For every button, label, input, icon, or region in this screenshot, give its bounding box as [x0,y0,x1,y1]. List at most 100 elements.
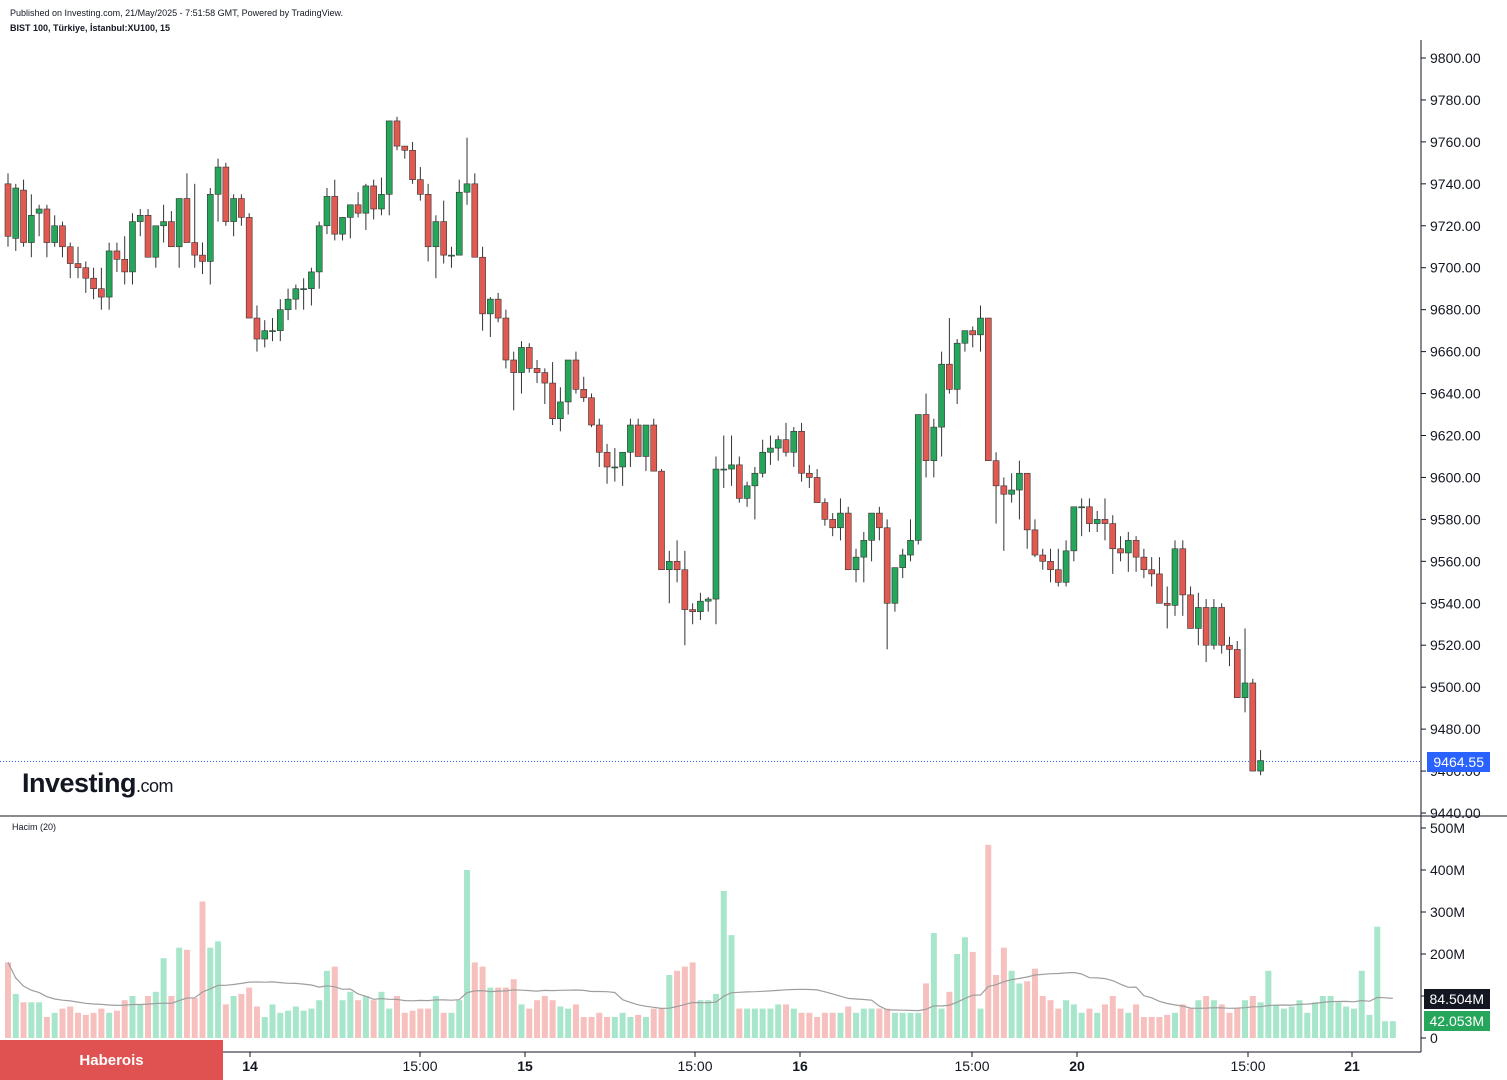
volume-bar [1125,1012,1132,1038]
volume-bar [1382,1021,1389,1038]
candle-body [20,189,27,243]
candle-body [860,540,868,558]
volume-bar [121,1000,128,1038]
time-tick-label: 15:00 [954,1058,989,1074]
volume-bar [199,901,206,1038]
volume-bar [1350,1008,1357,1038]
candle-body [642,424,650,457]
volume-bar [1304,1012,1311,1038]
candle-body [354,204,362,214]
candle-body [580,389,588,399]
candle-body [385,120,393,195]
volume-bar [1358,970,1365,1038]
time-tick-label: 15:00 [402,1058,437,1074]
candle-body [1055,569,1062,583]
volume-bar [51,1012,58,1038]
volume-bar [277,1012,284,1038]
volume-bar [215,941,222,1038]
price-tick-label: 9500.00 [1430,679,1481,695]
volume-bar [1063,1000,1070,1038]
candle-body [914,414,922,541]
volume-bar [627,1017,634,1038]
candle-body [494,298,502,319]
volume-bar [1195,1000,1202,1038]
candle-body [183,198,191,243]
candle-body [440,221,447,256]
volume-bar [993,975,1000,1038]
volume-bar [113,1010,120,1038]
candle-body [1023,472,1031,531]
candle-body [502,317,510,361]
time-tick-label: 14 [242,1058,258,1074]
price-tick-label: 9620.00 [1430,428,1481,444]
candle-body [1163,602,1171,606]
candle-body [276,309,284,331]
volume-bar [308,1008,315,1038]
volume-bar [1101,1004,1108,1038]
candle-body [1156,573,1163,604]
volume-bar [12,993,19,1038]
volume-bar [1024,981,1031,1038]
candle-body [837,512,844,529]
volume-bar [448,1012,455,1038]
volume-bar [82,1014,89,1038]
candle-body [627,424,634,453]
volume-bar [1249,996,1256,1038]
volume-bar [316,1000,323,1038]
candle-body [1039,554,1047,562]
volume-bar [604,1017,611,1038]
candle-body [1000,485,1008,495]
volume-bar [43,1017,50,1038]
candle-body [253,317,261,340]
volume-bar [946,991,953,1038]
volume-bar [580,1017,587,1038]
volume-bar [1257,1002,1264,1038]
candle-body [1202,607,1210,646]
candle-body [572,359,580,390]
price-tick-label: 9440.00 [1430,805,1481,821]
candle-body [1101,519,1109,524]
volume-bar [1172,1012,1178,1038]
volume-ma-tag: 84.504M [1423,989,1490,1009]
volume-bar [1109,996,1116,1038]
candle-body [992,460,1000,487]
volume-bar [394,996,400,1038]
investing-logo: Investing.com [22,768,174,799]
volume-bar [378,991,385,1038]
volume-bar [323,970,330,1038]
volume-bar [619,1012,626,1038]
volume-bar [67,1006,74,1038]
candle-body [821,502,829,520]
volume-bar [666,975,673,1038]
volume-bar [1335,1002,1342,1038]
volume-bar [355,1000,362,1038]
volume-bar [915,1012,922,1038]
volume-bar [829,1012,836,1038]
candle-body [619,451,626,468]
candle-body [1093,519,1101,524]
price-tick-label: 9580.00 [1430,511,1481,527]
volume-bar [642,1017,649,1038]
price-tick-label: 9600.00 [1430,469,1481,485]
volume-bar [1280,1008,1287,1038]
candle-body [1171,548,1179,606]
volume-bar [798,1012,805,1038]
volume-bar [1078,1012,1085,1038]
candle-body [175,198,183,248]
volume-bar [1210,1000,1217,1038]
volume-last-tag: 42.053M [1423,1011,1490,1031]
volume-bar [1140,1017,1147,1038]
volume-bar [1366,1014,1373,1038]
volume-tick-label: 400M [1430,862,1465,878]
volume-bar [985,844,992,1038]
volume-bar [5,962,11,1038]
candle-body [751,472,759,487]
candle-body [214,166,222,195]
volume-bar [432,996,439,1038]
candle-body [1179,548,1187,596]
candle-body [90,277,97,289]
candle-body [98,288,105,298]
candle-body [1140,556,1148,571]
volume-bar [471,962,478,1038]
